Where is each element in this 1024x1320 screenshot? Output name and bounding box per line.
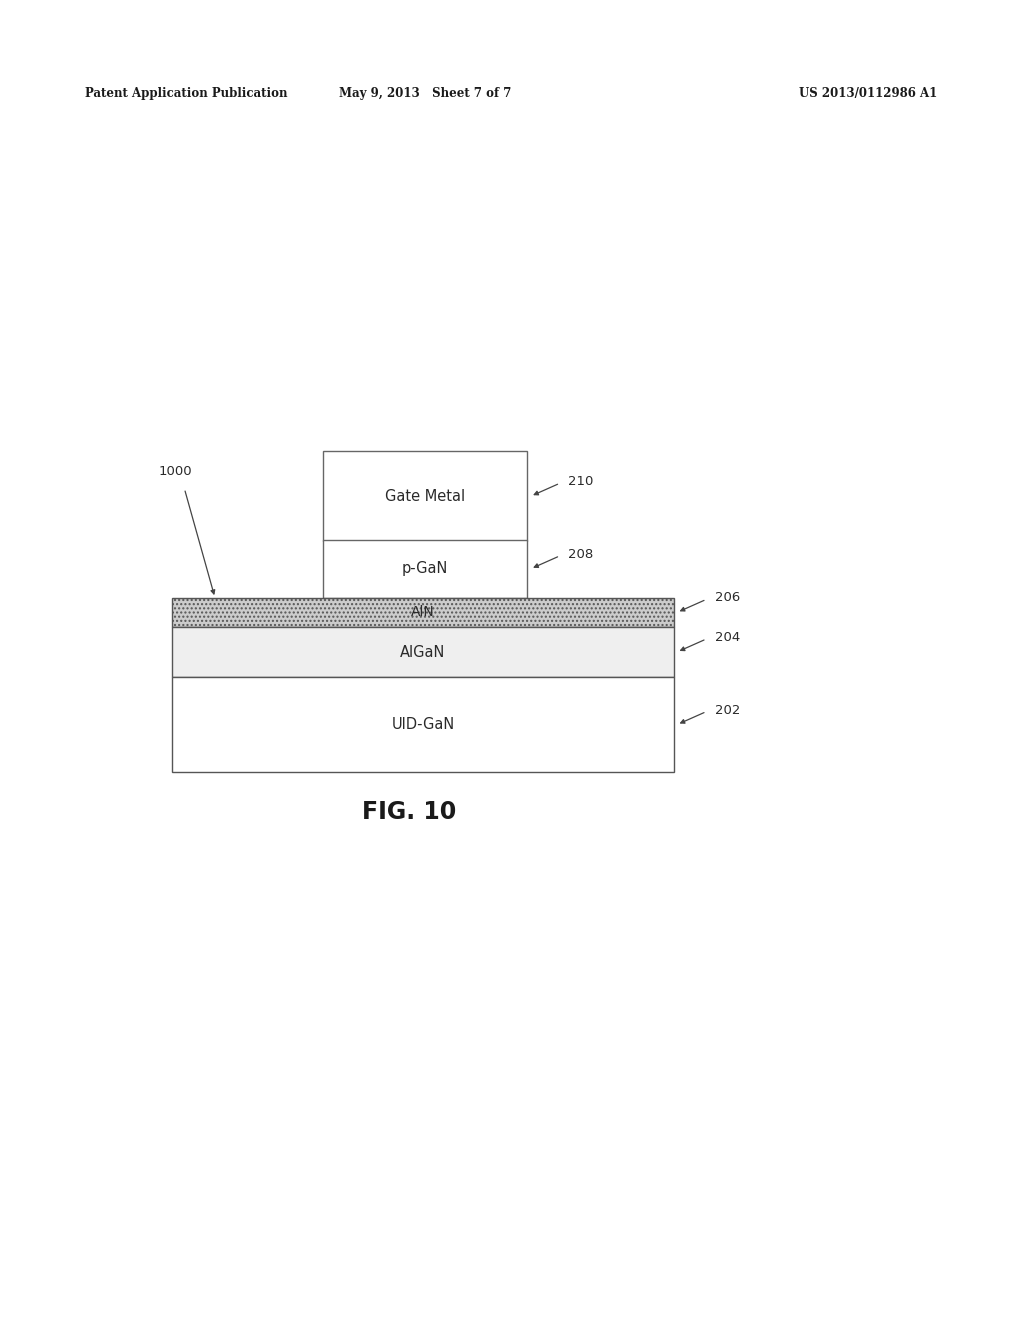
Text: Gate Metal: Gate Metal	[385, 488, 465, 504]
Text: 206: 206	[715, 591, 740, 605]
Text: FIG. 10: FIG. 10	[362, 800, 457, 824]
Text: 202: 202	[715, 704, 740, 717]
Text: p-GaN: p-GaN	[401, 561, 449, 577]
Text: 208: 208	[568, 548, 594, 561]
Text: AlGaN: AlGaN	[400, 644, 445, 660]
Text: May 9, 2013   Sheet 7 of 7: May 9, 2013 Sheet 7 of 7	[339, 87, 511, 100]
Bar	[172, 598, 674, 627]
Text: US 2013/0112986 A1: US 2013/0112986 A1	[799, 87, 937, 100]
Text: UID-GaN: UID-GaN	[391, 717, 455, 733]
Text: AlN: AlN	[411, 606, 435, 619]
Bar	[323, 451, 527, 541]
Text: 210: 210	[568, 475, 594, 488]
Bar	[323, 540, 527, 598]
Text: Patent Application Publication: Patent Application Publication	[85, 87, 288, 100]
Bar	[172, 677, 674, 772]
Text: 1000: 1000	[159, 465, 193, 478]
Bar	[172, 627, 674, 677]
Text: 204: 204	[715, 631, 740, 644]
